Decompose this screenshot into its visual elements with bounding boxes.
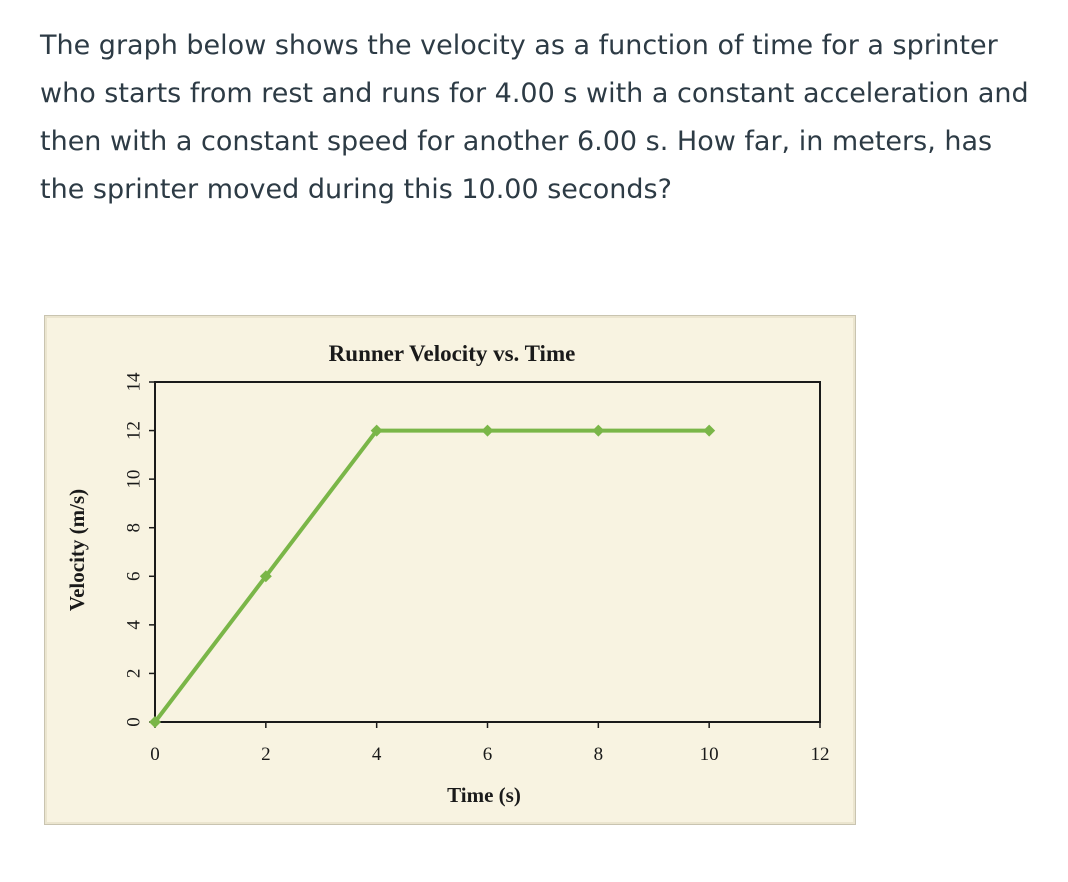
chart-figure: Runner Velocity vs. Time Time (s) Veloci… xyxy=(44,315,856,825)
y-tick-label: 12 xyxy=(123,421,144,440)
x-tick-label: 0 xyxy=(150,744,160,765)
y-tick-label: 14 xyxy=(123,372,144,392)
velocity-time-chart: Runner Velocity vs. Time Time (s) Veloci… xyxy=(65,341,830,807)
x-tick-label: 12 xyxy=(811,744,830,765)
y-tick-label: 6 xyxy=(123,572,144,582)
data-point xyxy=(149,716,161,728)
y-tick-label: 4 xyxy=(123,620,144,630)
series-line xyxy=(153,428,712,724)
x-tick-label: 8 xyxy=(594,744,604,765)
x-tick-label: 6 xyxy=(483,744,493,765)
chart-title: Runner Velocity vs. Time xyxy=(329,341,576,366)
data-point xyxy=(370,424,383,437)
data-point xyxy=(592,424,605,437)
y-tick-label: 8 xyxy=(123,523,144,533)
question-text: The graph below shows the velocity as a … xyxy=(40,30,1029,205)
x-tick-label: 10 xyxy=(700,744,719,765)
y-axis-label: Velocity (m/s) xyxy=(65,489,89,611)
x-tick-label: 2 xyxy=(261,744,271,765)
data-point xyxy=(481,424,494,437)
y-tick-label: 2 xyxy=(123,669,144,679)
series-layer xyxy=(149,424,716,728)
y-tick-label: 0 xyxy=(123,717,144,727)
x-tick-label: 4 xyxy=(372,744,382,765)
data-point xyxy=(703,424,716,437)
x-axis-label: Time (s) xyxy=(447,783,521,807)
axis-ticks: 0 2 4 6 8 10 12 14 0 2 4 6 8 10 12 xyxy=(123,372,829,765)
data-point xyxy=(259,570,272,583)
y-tick-label: 10 xyxy=(123,470,144,489)
